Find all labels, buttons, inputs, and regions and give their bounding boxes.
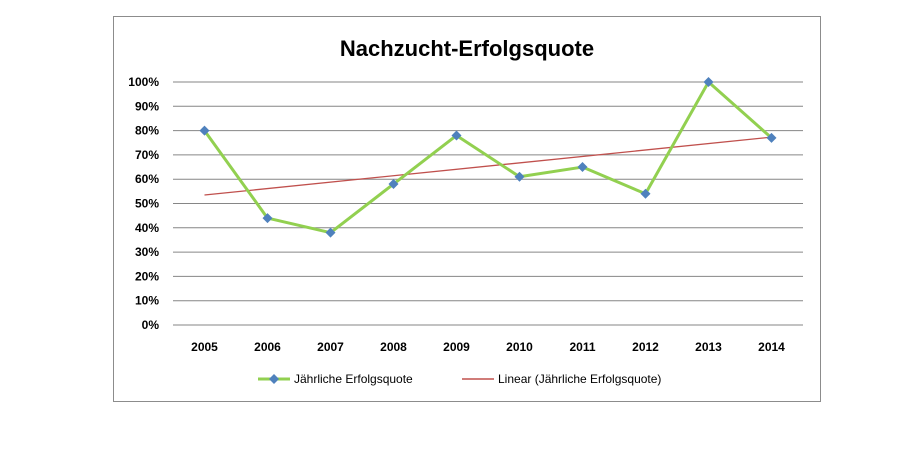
series-line (203, 80, 773, 235)
y-tick-label: 40% (135, 221, 159, 235)
data-point (325, 227, 336, 238)
y-tick-label: 50% (135, 197, 159, 211)
y-tick-label: 0% (142, 318, 160, 332)
trendline (204, 136, 772, 196)
legend-label-series: Jährliche Erfolgsquote (294, 372, 413, 386)
data-point (388, 179, 399, 190)
y-axis-ticks: 0% 10% 20% 30% 40% 50% 60% 70% 80% 90% 100% (128, 75, 159, 332)
x-tick-label: 2011 (569, 340, 595, 354)
x-tick-label: 2006 (254, 340, 281, 354)
x-tick-label: 2009 (443, 340, 470, 354)
y-tick-label: 20% (135, 269, 159, 283)
legend: Jährliche Erfolgsquote Linear (Jährliche… (258, 372, 661, 386)
chart-title: Nachzucht-Erfolgsquote (340, 36, 594, 61)
trendline-series (204, 136, 772, 196)
data-point (262, 213, 273, 224)
legend-swatch-marker (269, 374, 279, 384)
y-tick-label: 80% (135, 124, 159, 138)
data-point (199, 125, 210, 136)
x-tick-label: 2013 (695, 340, 722, 354)
x-tick-label: 2005 (191, 340, 218, 354)
data-point (514, 171, 525, 182)
x-tick-label: 2010 (506, 340, 533, 354)
data-point (640, 188, 651, 199)
legend-label-trendline: Linear (Jährliche Erfolgsquote) (498, 372, 661, 386)
data-point (766, 132, 777, 143)
x-tick-label: 2012 (632, 340, 659, 354)
y-tick-label: 90% (135, 99, 159, 113)
x-axis-ticks: 2005 2006 2007 2008 2009 2010 2011 2012 2013 2014 (191, 340, 785, 354)
y-tick-label: 70% (135, 148, 159, 162)
y-tick-label: 30% (135, 245, 159, 259)
gridlines (173, 81, 803, 326)
data-point (451, 130, 462, 141)
y-tick-label: 60% (135, 172, 159, 186)
x-tick-label: 2007 (317, 340, 344, 354)
x-tick-label: 2008 (380, 340, 407, 354)
y-tick-label: 100% (128, 75, 159, 89)
data-point (577, 162, 588, 173)
data-series (199, 77, 777, 238)
x-tick-label: 2014 (758, 340, 785, 354)
y-tick-label: 10% (135, 294, 159, 308)
chart-frame (113, 16, 821, 402)
data-point (703, 77, 714, 87)
